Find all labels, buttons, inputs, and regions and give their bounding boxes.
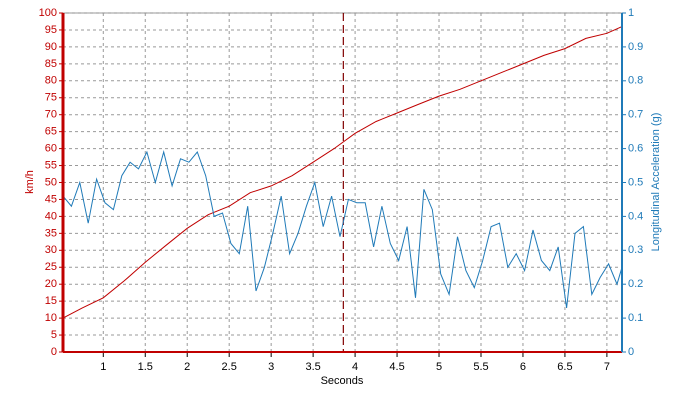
y-tick-label: 90 bbox=[45, 41, 57, 53]
y2-tick-label: 0.2 bbox=[628, 278, 643, 290]
y-tick-label: 30 bbox=[45, 244, 57, 256]
x-tick-label: 2.5 bbox=[222, 361, 237, 373]
x-tick-label: 2 bbox=[184, 361, 190, 373]
plot-area bbox=[62, 12, 623, 353]
x-axis-label: Seconds bbox=[321, 375, 364, 387]
y2-tick-label: 0.3 bbox=[628, 244, 643, 256]
x-tick-label: 5.5 bbox=[473, 361, 488, 373]
y-tick-label: 70 bbox=[45, 109, 57, 121]
y2-tick-label: 0.6 bbox=[628, 143, 643, 155]
x-tick-label: 6.5 bbox=[557, 361, 572, 373]
y-tick-label: 65 bbox=[45, 126, 57, 138]
y-tick-label: 75 bbox=[45, 92, 57, 104]
y-tick-label: 60 bbox=[45, 143, 57, 155]
y-axis-label: km/h bbox=[24, 170, 36, 194]
y-tick-label: 40 bbox=[45, 210, 57, 222]
x-tick-label: 7 bbox=[604, 361, 610, 373]
y2-tick-label: 0.8 bbox=[628, 75, 643, 87]
y-tick-label: 55 bbox=[45, 159, 57, 171]
y2-tick-label: 0 bbox=[628, 346, 634, 358]
y2-tick-label: 1 bbox=[628, 7, 634, 19]
y-tick-label: 0 bbox=[51, 346, 57, 358]
y2-tick-label: 0.4 bbox=[628, 210, 643, 222]
y-tick-label: 15 bbox=[45, 295, 57, 307]
y2-tick-label: 0.7 bbox=[628, 109, 643, 121]
y2-tick-label: 0.1 bbox=[628, 312, 643, 324]
x-tick-label: 3 bbox=[268, 361, 274, 373]
y-tick-label: 100 bbox=[39, 7, 57, 19]
y-tick-label: 35 bbox=[45, 227, 57, 239]
x-tick-label: 4 bbox=[352, 361, 358, 373]
y-tick-label: 95 bbox=[45, 24, 57, 36]
y-tick-label: 25 bbox=[45, 261, 57, 273]
series-line bbox=[62, 26, 623, 319]
y-tick-label: 80 bbox=[45, 75, 57, 87]
x-tick-label: 5 bbox=[436, 361, 442, 373]
y2-tick-label: 0.9 bbox=[628, 41, 643, 53]
y2-axis-label: Longitudinal Acceleration (g) bbox=[650, 113, 662, 252]
y-tick-label: 10 bbox=[45, 312, 57, 324]
x-tick-label: 3.5 bbox=[305, 361, 320, 373]
y-tick-label: 5 bbox=[51, 329, 57, 341]
y2-tick-label: 0.5 bbox=[628, 176, 643, 188]
x-tick-label: 4.5 bbox=[389, 361, 404, 373]
y-tick-label: 45 bbox=[45, 193, 57, 205]
y-tick-label: 85 bbox=[45, 58, 57, 70]
y-tick-label: 20 bbox=[45, 278, 57, 290]
x-tick-label: 1 bbox=[100, 361, 106, 373]
y-tick-label: 50 bbox=[45, 176, 57, 188]
series-line bbox=[62, 150, 623, 308]
x-tick-label: 6 bbox=[520, 361, 526, 373]
x-tick-label: 1.5 bbox=[138, 361, 153, 373]
